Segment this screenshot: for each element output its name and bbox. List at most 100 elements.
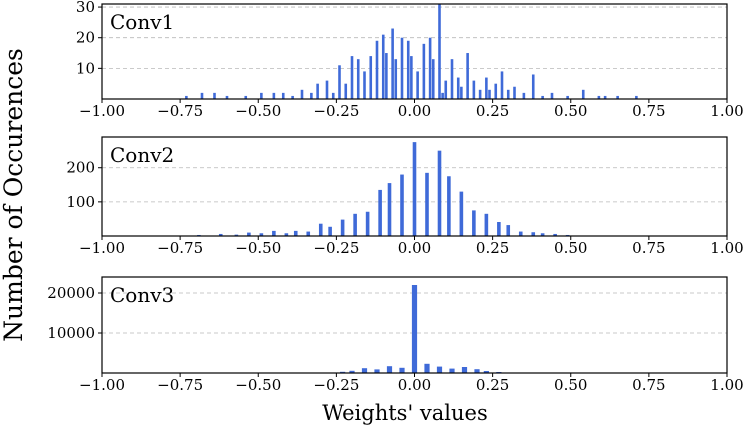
bar [406, 40, 410, 99]
x-tick-label: −0.75 [157, 239, 203, 257]
x-tick-label: 1.00 [710, 239, 743, 257]
bar [412, 142, 417, 236]
bar [369, 56, 373, 99]
bar [425, 172, 429, 236]
bar [484, 213, 489, 236]
x-tick-label: −0.50 [235, 102, 281, 120]
bar [485, 77, 488, 99]
x-tick-label: 0.00 [398, 239, 431, 257]
bar [363, 71, 366, 99]
bar [400, 174, 404, 236]
bar [291, 95, 294, 99]
bar [244, 95, 248, 99]
x-tick-label: 0.75 [632, 102, 665, 120]
bar [497, 222, 501, 236]
x-tick-label: 0.00 [398, 376, 431, 394]
x-tick-label: −1.00 [79, 239, 125, 257]
x-tick-label: 0.00 [398, 102, 431, 120]
x-tick-label: −0.25 [313, 376, 359, 394]
x-tick-label: 0.50 [554, 102, 587, 120]
bar [461, 367, 468, 373]
bar [331, 92, 335, 99]
bar [466, 53, 469, 99]
panel-title: Conv2 [110, 143, 174, 167]
bar [483, 371, 489, 373]
bar [597, 95, 601, 99]
bar [260, 92, 263, 99]
bar [300, 89, 304, 99]
bar [411, 285, 418, 373]
bar [306, 231, 311, 236]
bar [449, 368, 455, 373]
bar [391, 28, 394, 99]
bar [474, 369, 480, 373]
bar [394, 59, 398, 99]
y-tick-label: 200 [66, 159, 95, 177]
bar [566, 95, 569, 99]
bar [387, 183, 392, 236]
bar [444, 80, 448, 99]
panel-conv1: 10 20 30 −1.00 −0.75 −0.50 −0.25 0.00 0.25 0.50 0.… [76, 0, 744, 120]
bar [460, 86, 463, 99]
bar [531, 232, 536, 236]
bar [494, 83, 498, 99]
bar [581, 89, 585, 99]
x-tick-label: −0.25 [313, 102, 359, 120]
bar [353, 213, 357, 236]
bar [431, 59, 435, 99]
bar [410, 56, 413, 99]
x-tick-label: 1.00 [710, 376, 743, 394]
y-tick-label: 10000 [47, 324, 95, 342]
bar [456, 77, 460, 99]
bar [518, 231, 523, 236]
bar [472, 80, 476, 99]
bar [540, 233, 545, 236]
panel-title: Conv1 [110, 10, 174, 34]
x-tick-label: −1.00 [79, 376, 125, 394]
bar [350, 56, 354, 99]
bar [400, 37, 404, 99]
bar [500, 71, 504, 99]
panel-conv3: 10000 20000 −1.00 −0.75 −0.50 −0.25 0.00 0.25 0.… [47, 276, 744, 394]
bar [340, 371, 346, 373]
bar [200, 92, 204, 99]
y-tick-label: 10 [76, 59, 95, 77]
bar [438, 4, 441, 99]
bar [318, 223, 323, 236]
bar [428, 37, 432, 99]
panel-conv2: 100 200 −1.00 −0.75 −0.50 −0.25 0.00 0.25 0.50 0.… [66, 136, 744, 257]
bar [375, 40, 379, 99]
bar [344, 83, 348, 99]
bar [349, 370, 355, 373]
bar [293, 230, 298, 236]
x-tick-label: −0.75 [157, 102, 203, 120]
panel-title: Conv3 [110, 283, 174, 307]
bar [399, 367, 405, 373]
bar [316, 83, 319, 99]
bar [616, 95, 619, 99]
bar [225, 95, 229, 99]
bar [447, 176, 451, 236]
x-axis-label: Weights' values [322, 401, 487, 425]
bar [284, 233, 289, 236]
bar [381, 34, 385, 99]
bar [472, 210, 476, 236]
bar [272, 230, 276, 236]
x-tick-label: 0.25 [476, 102, 509, 120]
bar [478, 89, 482, 99]
bar [386, 366, 393, 373]
bar [506, 225, 511, 236]
x-tick-label: 0.25 [476, 376, 509, 394]
bar [450, 59, 454, 99]
bar [310, 92, 313, 99]
bar [635, 95, 638, 99]
bar [338, 65, 341, 99]
bar [416, 71, 419, 99]
bar [437, 150, 442, 236]
bar [506, 89, 510, 99]
bar [513, 86, 516, 99]
bar [424, 363, 430, 373]
axes-frame [101, 3, 728, 100]
x-tick-label: −0.50 [235, 239, 281, 257]
x-tick-label: −0.25 [313, 239, 359, 257]
